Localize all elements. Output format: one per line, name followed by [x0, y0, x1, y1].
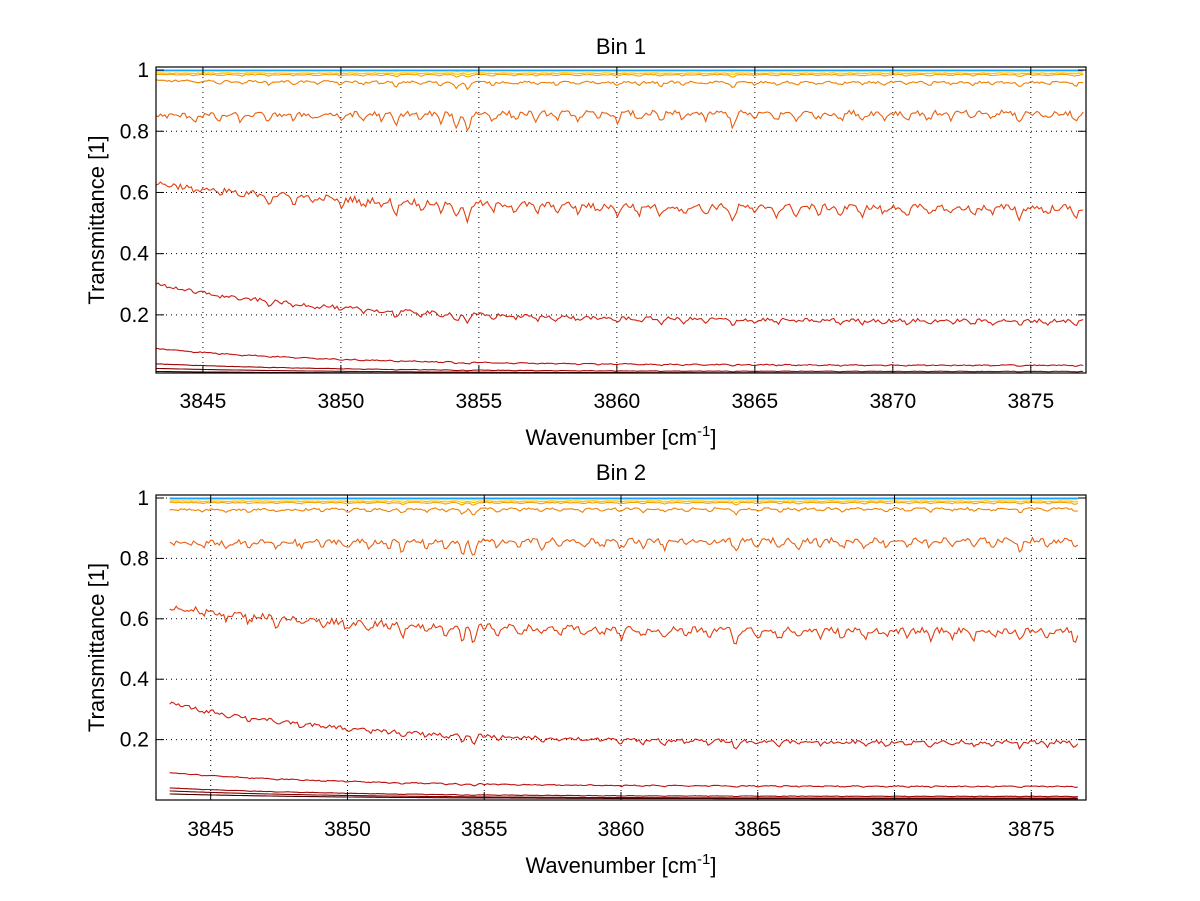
y-tick-label: 0.4 — [120, 243, 150, 266]
series-line-12 — [169, 790, 1078, 799]
y-tick-label: 0.6 — [120, 608, 149, 631]
series-line-4 — [156, 72, 1084, 76]
series-line-9 — [156, 282, 1084, 327]
series-line-6 — [156, 79, 1084, 91]
x-tick-label: 3845 — [187, 818, 234, 841]
chart-panel-2: 3845 3850 3855 3860 3865 3870 3875 0.2 0.4 0.6 0.8… — [84, 460, 1087, 878]
series-line-5 — [156, 73, 1084, 78]
x-tick-label: 3855 — [456, 390, 503, 413]
y-tick-label: 0.2 — [120, 729, 149, 752]
series-line-10 — [156, 347, 1084, 367]
chart-title: Bin 2 — [596, 460, 646, 485]
x-tick-label: 3870 — [871, 818, 918, 841]
series-line-8 — [156, 181, 1084, 225]
series-line-13 — [169, 793, 1078, 800]
x-tick-label: 3850 — [318, 390, 365, 413]
series-line-3 — [156, 70, 1084, 73]
chart-title: Bin 1 — [596, 34, 646, 59]
x-tick-label: 3865 — [731, 390, 778, 413]
x-tick-label: 3845 — [180, 390, 227, 413]
y-tick-label: 0.8 — [120, 547, 149, 570]
series-group — [156, 69, 1084, 373]
series-line-7 — [156, 109, 1084, 132]
x-tick-label: 3865 — [734, 818, 781, 841]
x-tick-label: 3855 — [461, 818, 508, 841]
x-tick-label: 3860 — [598, 818, 645, 841]
x-tick-label: 3870 — [869, 390, 916, 413]
y-tick-label: 0.2 — [120, 304, 149, 327]
series-line-3 — [169, 498, 1078, 501]
series-line-6 — [169, 506, 1078, 516]
series-line-5 — [169, 501, 1079, 506]
x-tick-label: 3860 — [594, 390, 641, 413]
x-tick-label: 3875 — [1007, 390, 1054, 413]
y-tick-label: 0.4 — [120, 668, 150, 691]
series-line-9 — [169, 701, 1079, 750]
y-axis-label: Transmittance [1] — [84, 563, 109, 732]
series-line-10 — [169, 772, 1078, 789]
series-line-8 — [169, 605, 1079, 645]
x-tick-label: 3850 — [324, 818, 371, 841]
y-tick-label: 1 — [137, 487, 149, 510]
series-group — [169, 497, 1079, 800]
x-axis-label: Wavenumber [cm-1] — [525, 851, 716, 878]
series-line-11 — [169, 787, 1078, 798]
chart-panel-1: 3845 3850 3855 3860 3865 3870 3875 0.2 0.4 0.6 0.8… — [84, 34, 1087, 450]
series-line-4 — [169, 500, 1078, 504]
y-tick-label: 0.8 — [120, 120, 149, 143]
series-line-11 — [156, 363, 1084, 373]
y-axis-label: Transmittance [1] — [84, 135, 109, 304]
x-axis-label: Wavenumber [cm-1] — [525, 423, 716, 450]
x-tick-label: 3875 — [1008, 818, 1055, 841]
y-tick-label: 0.6 — [120, 181, 149, 204]
series-line-7 — [169, 536, 1079, 556]
axes-box — [155, 66, 1087, 374]
y-tick-label: 1 — [137, 59, 149, 82]
